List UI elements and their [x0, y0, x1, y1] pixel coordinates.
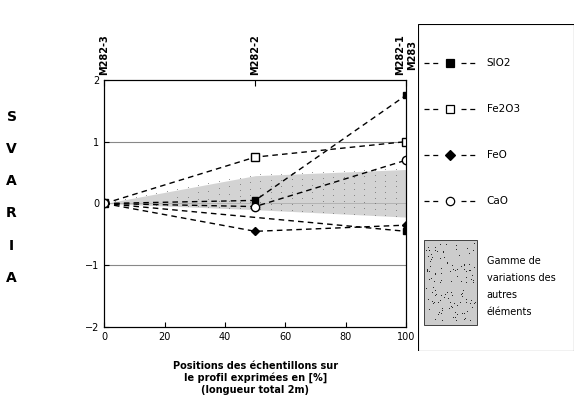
Text: autres: autres: [487, 290, 517, 300]
Text: variations des: variations des: [487, 273, 555, 283]
Text: Fe2O3: Fe2O3: [487, 104, 520, 114]
Text: Positions des échentillons sur
le profil exprimées en [%]
(longueur total 2m): Positions des échentillons sur le profil…: [173, 361, 338, 395]
Text: CaO: CaO: [487, 196, 509, 205]
Text: V: V: [6, 142, 17, 156]
Text: R: R: [6, 206, 17, 220]
Text: FeO: FeO: [487, 150, 506, 160]
Text: I: I: [9, 239, 14, 253]
Bar: [424, 240, 477, 325]
Text: éléments: éléments: [487, 307, 532, 317]
Text: A: A: [6, 271, 17, 285]
Text: SIO2: SIO2: [487, 58, 511, 68]
Text: S: S: [6, 110, 17, 124]
Text: A: A: [6, 174, 17, 188]
Text: Gamme de: Gamme de: [487, 256, 540, 266]
